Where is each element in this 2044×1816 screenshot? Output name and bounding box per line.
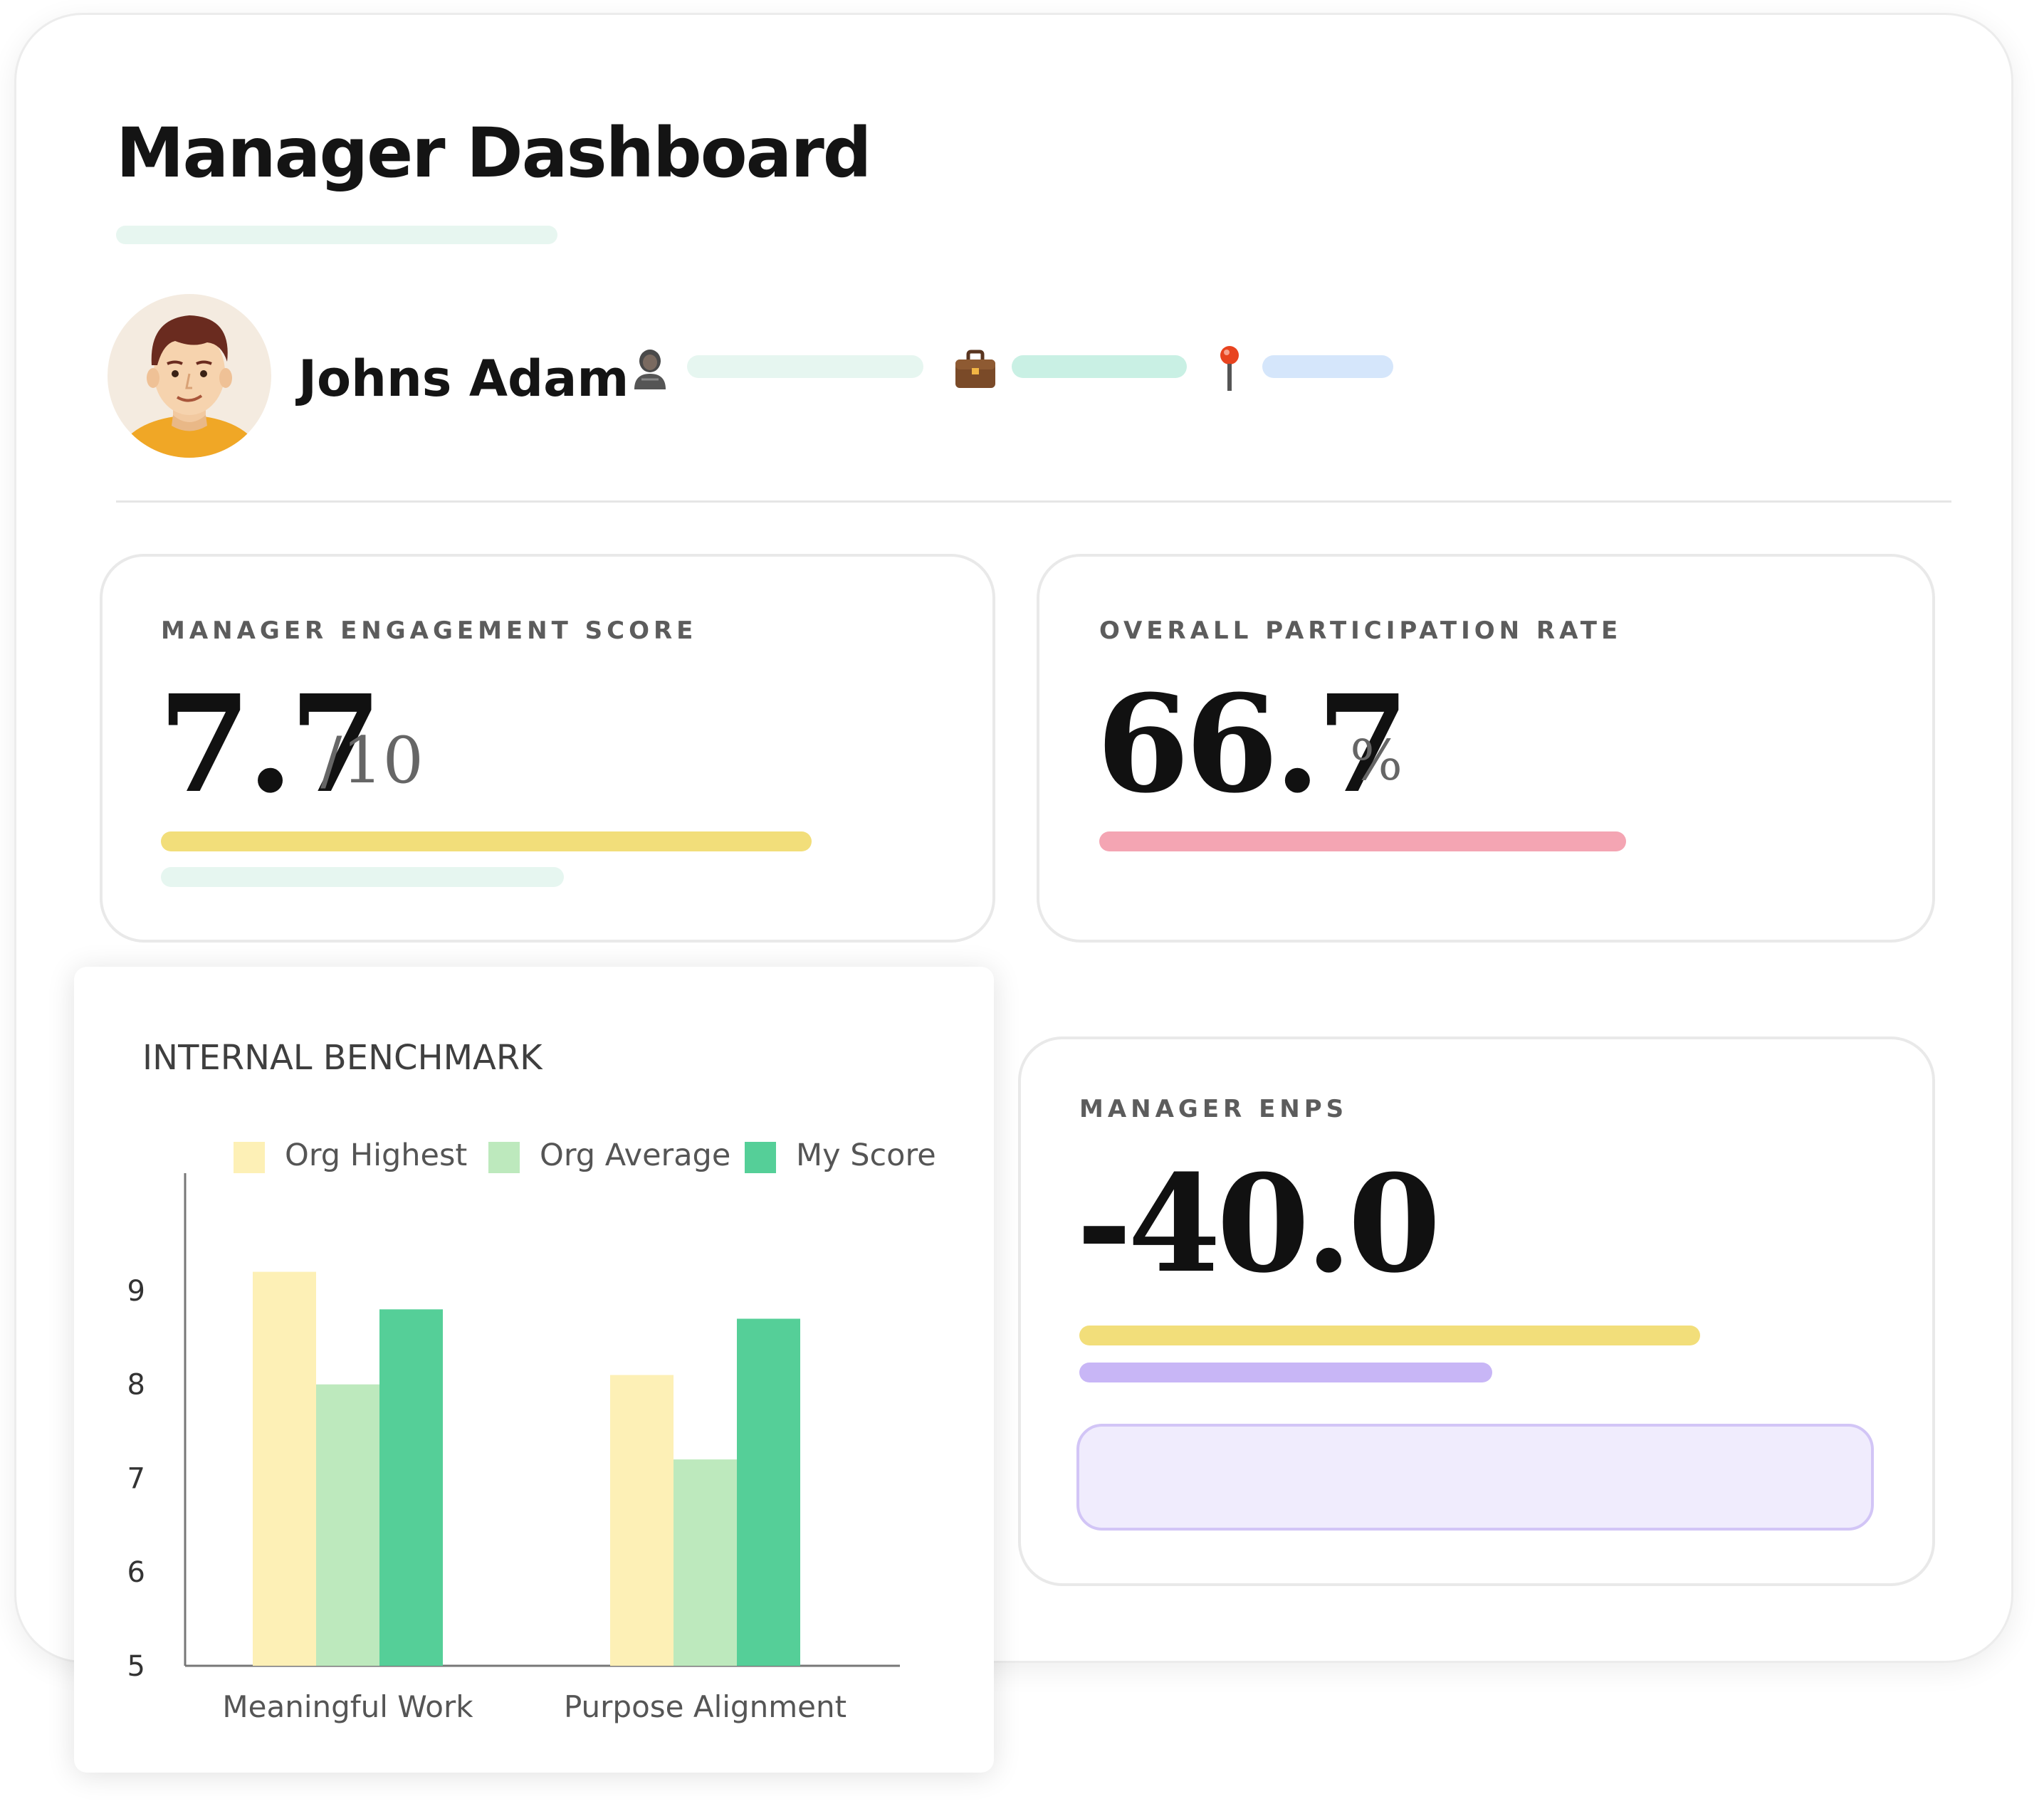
title-underline	[116, 226, 557, 244]
engagement-score-label: MANAGER ENGAGEMENT SCORE	[161, 616, 698, 645]
legend-swatch-org-highest	[234, 1142, 265, 1173]
manager-enps-label: MANAGER ENPS	[1079, 1095, 1348, 1123]
briefcase-icon	[953, 350, 997, 394]
participation-rate-suffix: %	[1350, 729, 1403, 793]
participation-rate-value: 66.7	[1096, 666, 1410, 823]
bar-org-highest-purpose-alignment	[610, 1375, 674, 1666]
engagement-score-card[interactable]: MANAGER ENGAGEMENT SCORE 7.7 /10	[100, 554, 995, 943]
x-tick-label: Purpose Alignment	[564, 1689, 847, 1724]
enps-detail-box	[1076, 1424, 1874, 1531]
person-icon	[631, 347, 669, 394]
bar-my-score-purpose-alignment	[737, 1318, 800, 1666]
legend-label-org-average: Org Average	[540, 1138, 731, 1173]
engagement-score-suffix: /10	[320, 723, 424, 798]
enps-primary-bar	[1079, 1326, 1700, 1345]
page-title: Manager Dashboard	[116, 113, 871, 193]
person-meta-placeholder	[687, 355, 923, 378]
bar-org-average-meaningful-work	[316, 1384, 379, 1666]
bar-org-highest-meaningful-work	[253, 1271, 316, 1666]
profile-name: Johns Adam	[298, 350, 629, 408]
participation-rate-card[interactable]: OVERALL PARTICIPATION RATE 66.7 %	[1037, 554, 1935, 943]
avatar[interactable]	[108, 294, 271, 458]
y-tick-label: 8	[127, 1369, 145, 1402]
engagement-secondary-bar	[161, 867, 564, 887]
bar-my-score-meaningful-work	[379, 1309, 443, 1666]
chart-title: INTERNAL BENCHMARK	[142, 1038, 543, 1078]
avatar-illustration	[115, 315, 264, 458]
legend-label-org-highest: Org Highest	[285, 1138, 468, 1173]
location-pin-icon	[1215, 344, 1244, 397]
participation-rate-label: OVERALL PARTICIPATION RATE	[1099, 616, 1623, 645]
section-divider	[116, 500, 1951, 503]
legend-swatch-org-average	[488, 1142, 520, 1173]
engagement-score-bar	[161, 831, 812, 851]
y-tick-label: 7	[127, 1462, 145, 1495]
engagement-score-value: 7.7	[158, 666, 382, 823]
benchmark-bar-chart: 5 6 7 8 9 Meaningful Work Purpose Alignment	[127, 1173, 900, 1724]
y-tick-label: 6	[127, 1556, 145, 1589]
manager-enps-value: -40.0	[1076, 1145, 1441, 1303]
legend-label-my-score: My Score	[796, 1138, 936, 1173]
y-tick-label: 5	[127, 1650, 145, 1683]
x-tick-label: Meaningful Work	[222, 1689, 473, 1724]
y-tick-label: 9	[127, 1275, 145, 1308]
enps-secondary-bar	[1079, 1363, 1492, 1382]
participation-rate-bar	[1099, 831, 1626, 851]
bar-org-average-purpose-alignment	[674, 1459, 737, 1666]
location-meta-placeholder	[1262, 355, 1393, 378]
internal-benchmark-card: INTERNAL BENCHMARK Org Highest Org Avera…	[74, 967, 994, 1773]
legend-swatch-my-score	[745, 1142, 776, 1173]
briefcase-meta-placeholder	[1012, 355, 1187, 378]
